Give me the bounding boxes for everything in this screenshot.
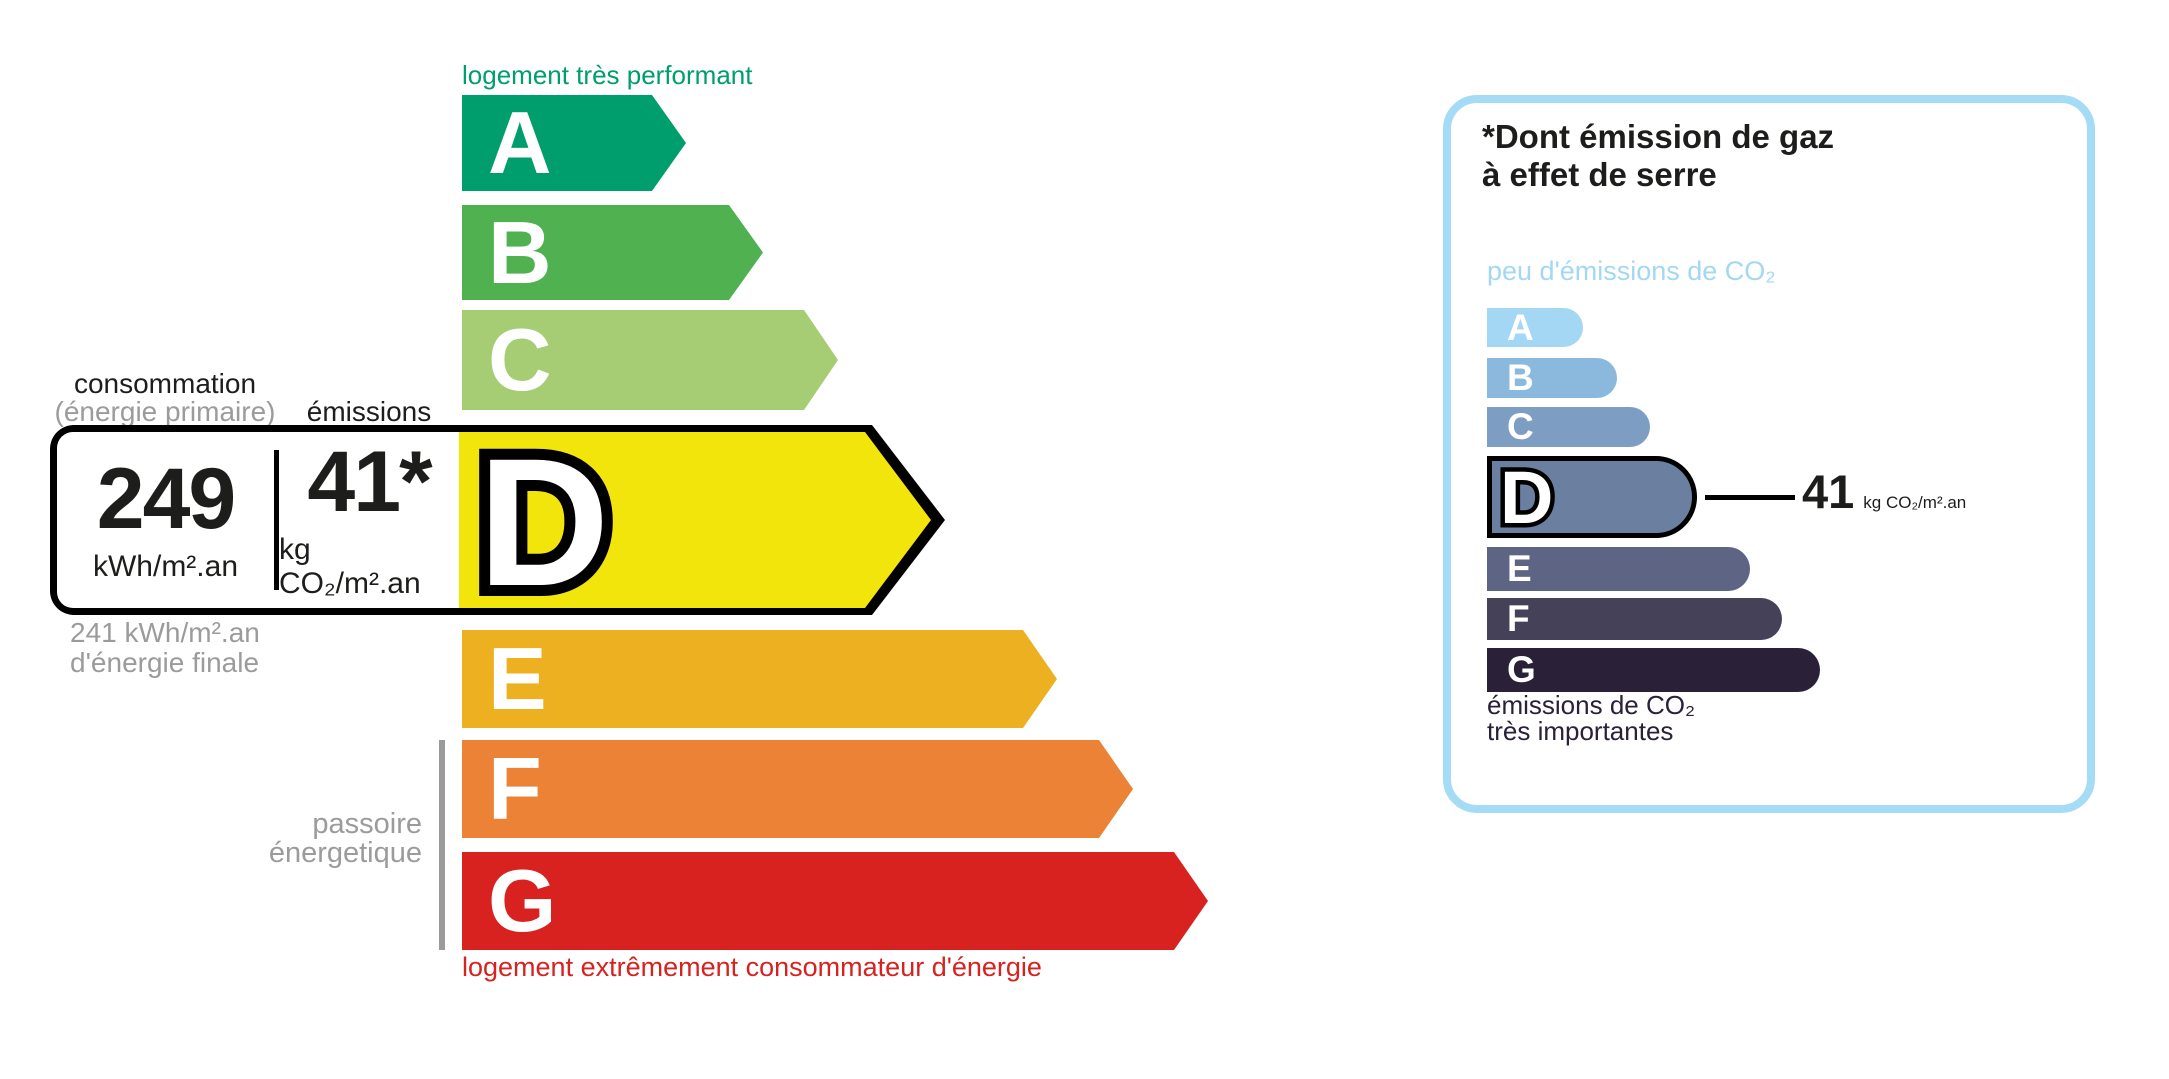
co2-panel-title-line2: à effet de serre (1482, 156, 1717, 193)
primary-energy-sublabel: (énergie primaire) (54, 396, 276, 427)
current-class-letter: D (478, 420, 610, 624)
final-energy-note: 241 kWh/m².an d'énergie finale (70, 618, 260, 678)
co2-panel-title-line1: *Dont émission de gaz (1482, 118, 1835, 155)
co2-class-letter-f: F (1507, 598, 1530, 639)
info-box-divider (274, 450, 279, 590)
co2-low-emissions-caption: peu d'émissions de CO₂ (1487, 256, 1776, 286)
co2-current-class-letter: D (1500, 456, 1554, 539)
energy-class-letter-g: G (488, 851, 557, 950)
energy-consumption-value: 249 (96, 451, 236, 547)
energy-class-bar-e: E (462, 630, 1057, 728)
energy-class-letter-b: B (488, 203, 552, 302)
energy-consumption-unit: kWh/m².an (92, 550, 239, 583)
co2-emissions-cell: 41* kg CO₂/m².an (279, 439, 459, 600)
top-performance-caption: logement très performant (462, 60, 753, 90)
co2-class-letter-a: A (1507, 307, 1534, 348)
emissions-label: émissions (306, 396, 432, 427)
info-box (57, 432, 459, 608)
co2-class-bar-e: E (1487, 547, 1750, 591)
co2-emissions-unit: kg CO₂/m².an (279, 533, 421, 600)
co2-class-bar-c: C (1487, 407, 1650, 447)
co2-panel-title: *Dont émission de gaz à effet de serre (1482, 118, 1834, 194)
energy-class-letter-a: A (488, 93, 552, 192)
co2-value-connector-line (1705, 495, 1795, 500)
co2-class-letter-b: B (1507, 357, 1534, 398)
final-energy-note-line1: 241 kWh/m².an (70, 617, 260, 648)
bottom-consumption-caption: logement extrêmement consommateur d'éner… (462, 952, 1042, 982)
energy-class-letter-c: C (488, 310, 552, 409)
co2-high-emissions-caption: émissions de CO₂ très importantes (1487, 692, 1695, 744)
co2-value-callout: 41 kg CO₂/m².an (1802, 468, 1966, 515)
energy-class-bar-b: B (462, 205, 763, 300)
energy-class-letter-e: E (488, 629, 547, 728)
energy-class-bar-g: G (462, 852, 1208, 950)
co2-class-bar-f: F (1487, 598, 1782, 640)
co2-current-class-bar (1487, 456, 1697, 538)
consumption-label: consommation (73, 368, 257, 399)
energy-sieve-label: passoire énergetique (269, 810, 422, 868)
current-class-letter-outline: D (467, 420, 621, 624)
co2-class-bar-g: G (1487, 648, 1820, 692)
co2-current-class-letter-outline: D (1495, 453, 1558, 542)
co2-class-letter-e: E (1507, 548, 1532, 589)
energy-class-bar-a: A (462, 95, 686, 191)
energy-class-bar-f: F (462, 740, 1133, 838)
co2-high-emissions-caption-line2: très importantes (1487, 716, 1674, 746)
co2-emissions-value: 41* (307, 434, 432, 530)
co2-class-bar-b: B (1487, 358, 1617, 398)
co2-class-letter-c: C (1507, 406, 1534, 447)
energy-sieve-label-line1: passoire (312, 808, 422, 840)
co2-panel (1443, 95, 2095, 813)
co2-class-letter-g: G (1507, 649, 1536, 690)
energy-class-bar-c: C (462, 310, 838, 410)
energy-sieve-bracket (439, 740, 445, 950)
co2-value: 41 (1802, 465, 1855, 518)
co2-class-bar-a: A (1487, 308, 1583, 347)
co2-high-emissions-caption-line1: émissions de CO₂ (1487, 690, 1696, 720)
current-class-arrow (459, 432, 931, 608)
energy-class-letter-f: F (488, 739, 542, 838)
energy-sieve-label-line2: énergetique (268, 837, 422, 869)
co2-value-unit: kg CO₂/m².an (1863, 493, 1967, 512)
energy-consumption-cell: 249 kWh/m².an (57, 445, 274, 595)
final-energy-note-line2: d'énergie finale (70, 647, 260, 678)
